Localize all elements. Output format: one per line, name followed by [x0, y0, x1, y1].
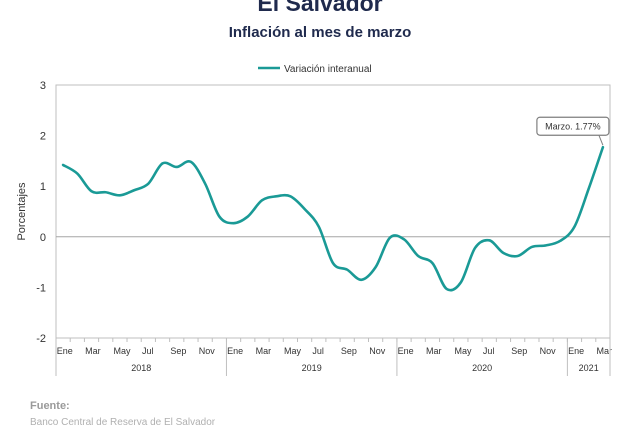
y-tick-label: 3	[40, 80, 46, 92]
x-tick-label: Ene	[568, 346, 584, 356]
x-tick-label: Mar	[597, 346, 613, 356]
x-tick-label: May	[454, 346, 472, 356]
annotation-leader	[598, 135, 604, 146]
legend-label: Variación interanual	[284, 64, 372, 75]
x-tick-label: Nov	[369, 346, 386, 356]
x-tick-label: Sep	[170, 346, 186, 356]
x-tick-label: Ene	[398, 346, 414, 356]
x-tick-label: May	[284, 346, 302, 356]
x-tick-label: May	[114, 346, 132, 356]
y-tick-label: 0	[40, 232, 46, 244]
x-tick-label: Mar	[256, 346, 272, 356]
y-tick-label: -2	[36, 333, 46, 345]
x-tick-label: Sep	[341, 346, 357, 356]
series-line-variacion-interanual	[61, 145, 605, 292]
x-tick-label: Jul	[312, 346, 324, 356]
x-tick-label: Ene	[227, 346, 243, 356]
annotation-label: Marzo. 1.77%	[545, 122, 601, 132]
year-label: 2018	[131, 363, 151, 373]
x-tick-label: Jul	[142, 346, 154, 356]
year-label: 2019	[302, 363, 322, 373]
y-axis-title: Porcentajes	[16, 182, 28, 241]
year-label: 2021	[579, 363, 599, 373]
y-tick-label: 2	[40, 131, 46, 143]
y-tick-label: 1	[40, 181, 46, 193]
x-tick-label: Mar	[426, 346, 442, 356]
plot-frame	[55, 84, 611, 339]
x-tick-label: Jul	[483, 346, 495, 356]
x-tick-label: Nov	[540, 346, 557, 356]
source-text: Banco Central de Reserva de El Salvador	[30, 417, 216, 428]
year-label: 2020	[472, 363, 492, 373]
x-tick-label: Nov	[199, 346, 216, 356]
x-tick-label: Mar	[85, 346, 101, 356]
x-tick-label: Sep	[511, 346, 527, 356]
annotation-box	[536, 116, 610, 136]
y-tick-label: -1	[36, 282, 46, 294]
x-tick-label: Ene	[57, 346, 73, 356]
source-label: Fuente:	[30, 400, 70, 412]
chart-subtitle: Inflación al mes de marzo	[228, 24, 412, 41]
chart-title: El Salvador	[257, 0, 383, 16]
